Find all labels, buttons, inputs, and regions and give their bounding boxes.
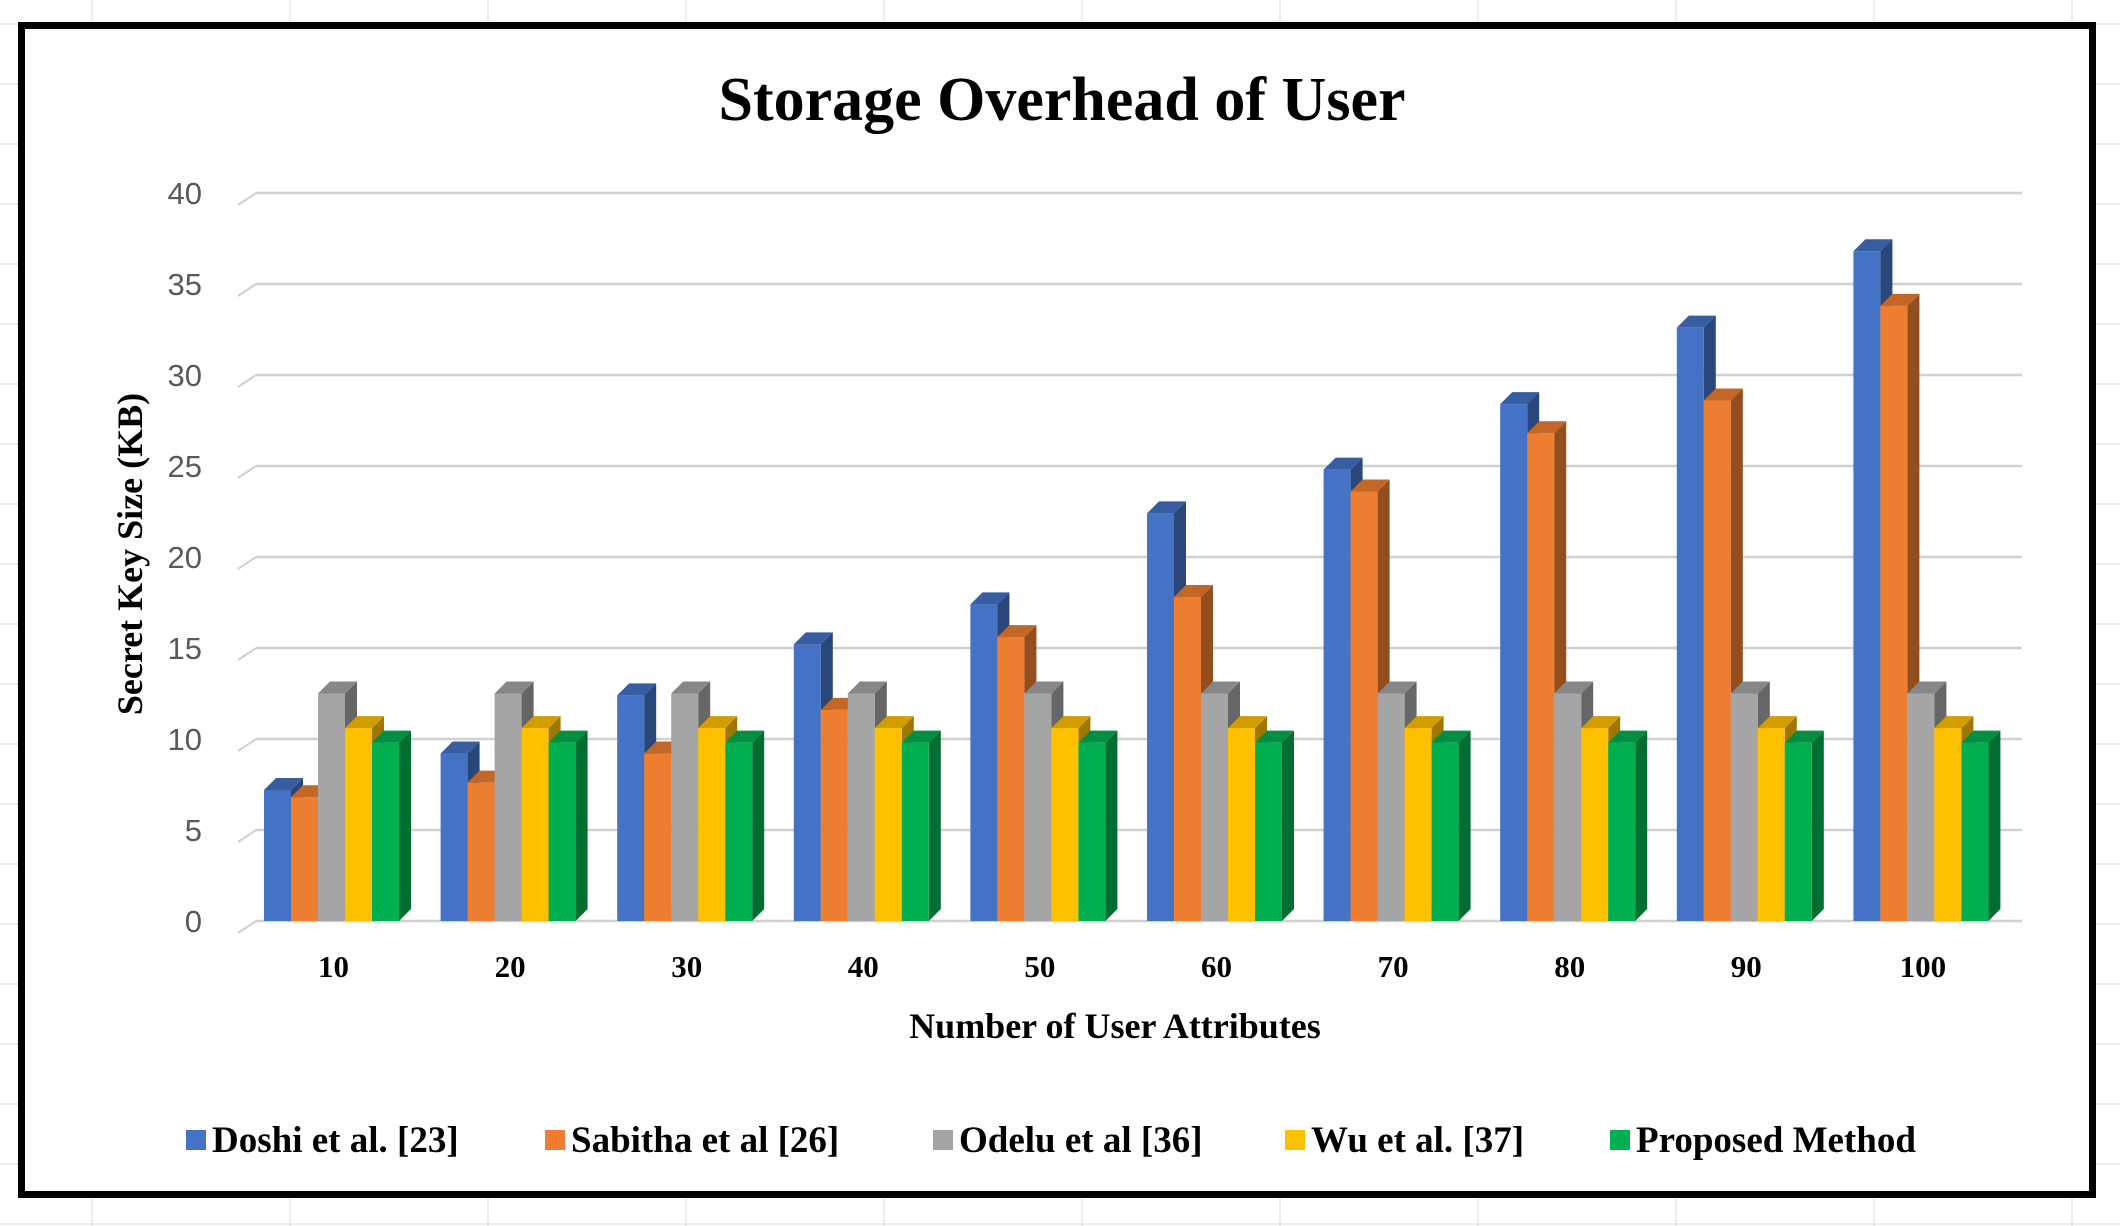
x-tick-label: 10	[318, 949, 349, 984]
gridline-perspective	[237, 283, 257, 297]
gridline-perspective	[237, 465, 257, 479]
x-tick-label: 80	[1554, 949, 1585, 984]
gridline-perspective	[237, 374, 257, 388]
legend-label: Proposed Method	[1636, 1120, 1916, 1161]
chart-frame	[18, 22, 2096, 1198]
legend-item: Odelu et al [36]	[933, 1120, 1203, 1161]
bar	[1784, 730, 1824, 921]
y-tick-label: 40	[168, 176, 202, 211]
bars	[264, 239, 2001, 922]
x-axis-ticks: 10 20 30 40 50 60 70 80 90 100	[318, 949, 1946, 984]
gridline-perspective	[237, 920, 257, 934]
legend-swatch	[186, 1130, 206, 1150]
bar	[1608, 730, 1648, 921]
x-tick-label: 30	[671, 949, 702, 984]
x-tick-label: 50	[1024, 949, 1055, 984]
legend-label: Doshi et al. [23]	[212, 1120, 459, 1161]
legend-swatch	[545, 1130, 565, 1150]
legend-swatch	[933, 1130, 953, 1150]
x-tick-label: 40	[848, 949, 879, 984]
bar	[1431, 730, 1471, 921]
y-axis-label: Secret Key Size (KB)	[110, 393, 150, 715]
y-tick-label: 20	[168, 540, 202, 575]
x-tick-label: 20	[495, 949, 526, 984]
x-tick-label: 90	[1731, 949, 1762, 984]
bar	[1255, 730, 1294, 921]
y-tick-label: 30	[168, 358, 202, 393]
y-tick-label: 5	[185, 813, 202, 848]
x-tick-label: 70	[1378, 949, 1409, 984]
bar	[1961, 730, 2001, 921]
gridline-perspective	[237, 829, 257, 843]
gridline-perspective	[237, 738, 257, 752]
bar	[725, 730, 765, 921]
bar	[1078, 730, 1118, 921]
x-tick-label: 100	[1900, 949, 1947, 984]
y-tick-label: 35	[168, 267, 202, 302]
gridline-perspective	[237, 647, 257, 661]
legend-swatch	[1285, 1130, 1305, 1150]
legend-item: Wu et al. [37]	[1285, 1120, 1524, 1161]
legend-item: Proposed Method	[1610, 1120, 1916, 1161]
bar	[1350, 479, 1390, 921]
y-tick-label: 10	[168, 722, 202, 757]
x-tick-label: 60	[1201, 949, 1232, 984]
legend-label: Sabitha et al [26]	[571, 1120, 839, 1161]
x-axis-label: Number of User Attributes	[909, 1006, 1321, 1046]
chart-title: Storage Overhead of User	[719, 66, 1406, 134]
y-tick-label: 15	[168, 631, 202, 666]
y-tick-label: 25	[168, 449, 202, 484]
legend-item: Doshi et al. [23]	[186, 1120, 459, 1161]
bar	[548, 730, 588, 921]
y-tick-label: 0	[185, 904, 202, 939]
bar	[372, 730, 411, 921]
legend: Doshi et al. [23] Sabitha et al [26] Odelu…	[186, 1120, 1916, 1161]
bar	[901, 730, 941, 921]
legend-swatch	[1610, 1130, 1630, 1150]
legend-label: Wu et al. [37]	[1311, 1120, 1524, 1161]
gridline-perspective	[237, 556, 257, 570]
legend-label: Odelu et al [36]	[959, 1120, 1203, 1161]
y-axis-ticks: 0 5 10 15 20 25 30 35 40	[168, 176, 202, 939]
gridline-perspective	[237, 192, 257, 206]
legend-item: Sabitha et al [26]	[545, 1120, 839, 1161]
